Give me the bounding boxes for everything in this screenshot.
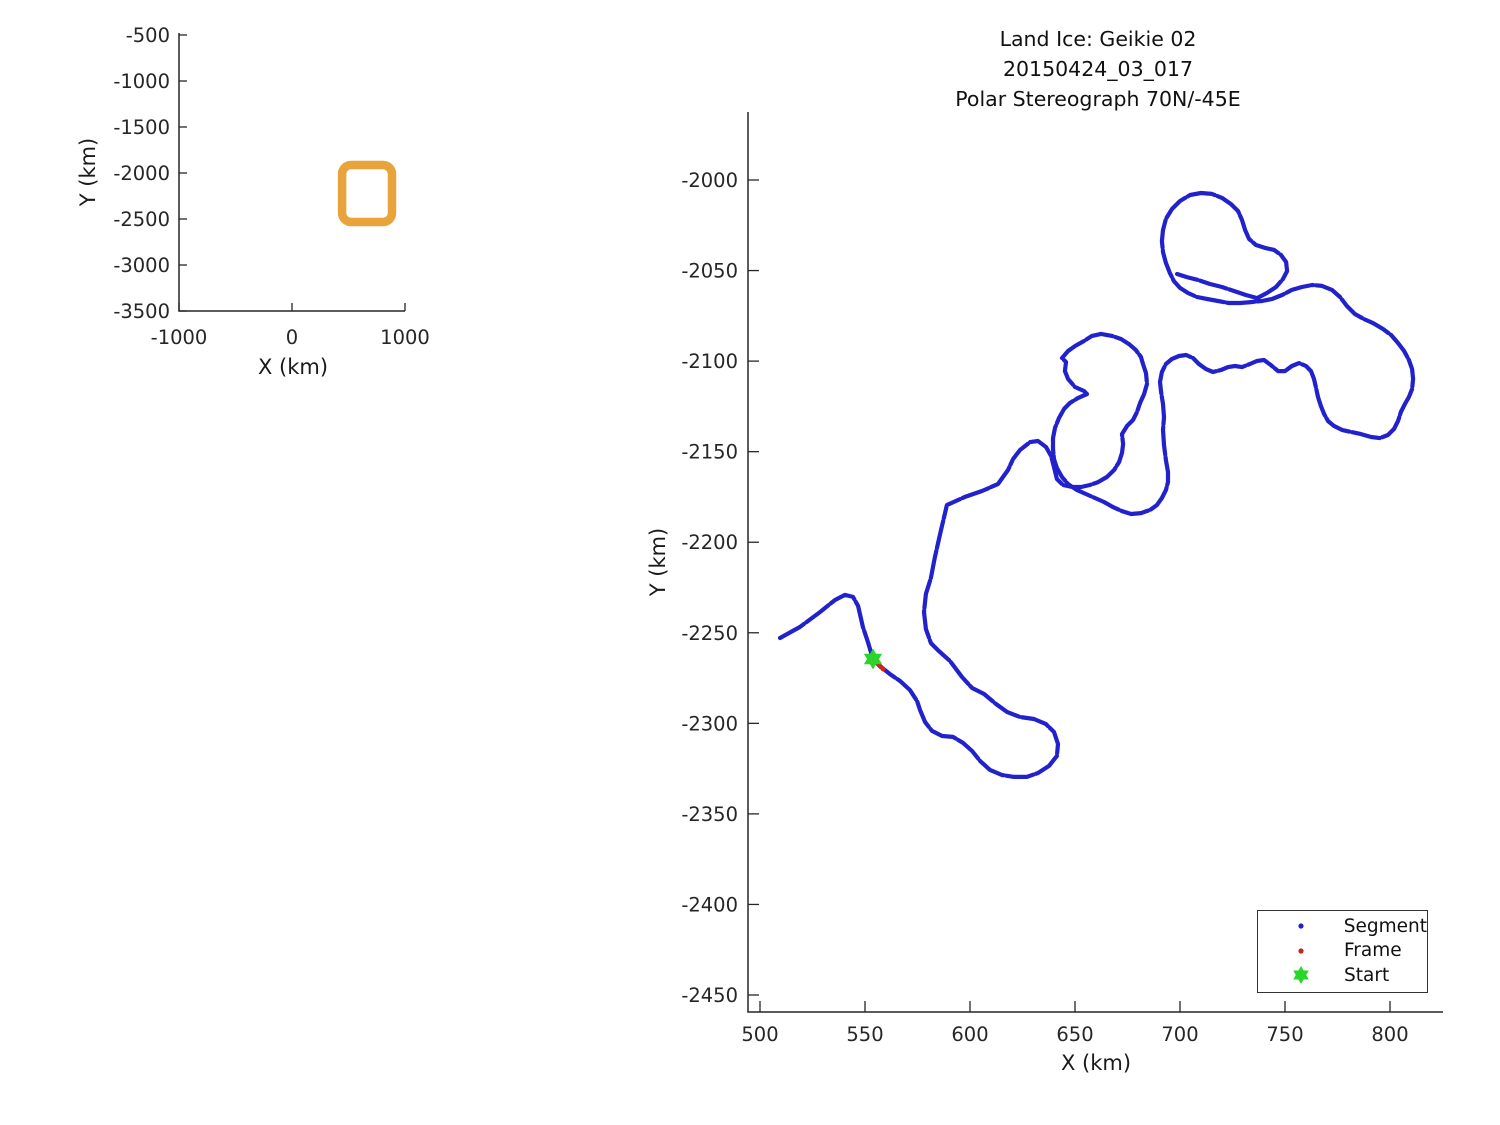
overview-x-tick-label: -1000	[151, 326, 208, 349]
segment-dot-icon	[1258, 915, 1344, 937]
overview-y-tick-label: -3000	[113, 254, 170, 277]
overview-y-tick-label: -1500	[113, 116, 170, 139]
start-hexagram-icon	[1258, 964, 1344, 986]
frame-point	[880, 666, 886, 672]
main-y-tick-label: -2450	[681, 984, 738, 1007]
main-y-tick-label: -2100	[681, 350, 738, 373]
frame-dot-icon	[1258, 940, 1344, 962]
main-y-axis-label: Y (km)	[646, 527, 670, 597]
legend-item-frame: Frame	[1258, 939, 1427, 964]
main-y-tick-label: -2400	[681, 893, 738, 916]
overview-y-tick-label: -3500	[113, 300, 170, 323]
title-line-1: Land Ice: Geikie 02	[999, 27, 1197, 51]
legend-label-frame: Frame	[1344, 940, 1402, 962]
overview-x-tick-label: 1000	[380, 326, 430, 349]
overview-axes-spines	[178, 33, 405, 312]
legend-label-segment: Segment	[1343, 915, 1427, 937]
title-line-3: Polar Stereograph 70N/-45E	[955, 87, 1241, 111]
legend-box: Segment Frame Start	[1257, 910, 1428, 993]
main-x-tick-label: 500	[741, 1023, 778, 1046]
main-x-tick-label: 600	[951, 1023, 988, 1046]
legend-item-start: Start	[1258, 963, 1427, 988]
coverage-outline	[337, 160, 397, 227]
main-y-tick-label: -2250	[681, 622, 738, 645]
title-line-2: 20150424_03_017	[1002, 57, 1194, 81]
legend-item-segment: Segment	[1258, 914, 1427, 939]
segment-path	[777, 190, 1416, 780]
main-y-tick-label: -2350	[681, 803, 738, 826]
main-x-axis-label: X (km)	[1060, 1051, 1132, 1075]
overview-y-tick-label: -1000	[113, 70, 170, 93]
overview-y-tick-label: -500	[126, 24, 170, 47]
overview-y-tick-label: -2500	[113, 208, 170, 231]
overview-x-tick-label: 0	[286, 326, 298, 349]
overview-y-tick-label: -2000	[113, 162, 170, 185]
main-y-tick-label: -2200	[681, 531, 738, 554]
main-axes-spines	[747, 112, 1443, 1013]
main-x-tick-label: 700	[1161, 1023, 1198, 1046]
main-plot-title: Land Ice: Geikie 02 20150424_03_017 Pola…	[748, 24, 1448, 114]
legend-label-start: Start	[1344, 964, 1390, 986]
main-x-tick-label: 800	[1371, 1023, 1408, 1046]
overview-x-axis-label: X (km)	[257, 355, 329, 379]
start-marker	[863, 648, 883, 670]
main-x-tick-label: 650	[1056, 1023, 1093, 1046]
main-x-tick-label: 550	[846, 1023, 883, 1046]
overview-y-axis-label: Y (km)	[76, 137, 100, 207]
main-y-tick-label: -2050	[681, 260, 738, 283]
main-y-tick-label: -2150	[681, 441, 738, 464]
main-x-tick-label: 750	[1266, 1023, 1303, 1046]
main-y-tick-label: -2000	[681, 169, 738, 192]
main-y-tick-label: -2300	[681, 712, 738, 735]
